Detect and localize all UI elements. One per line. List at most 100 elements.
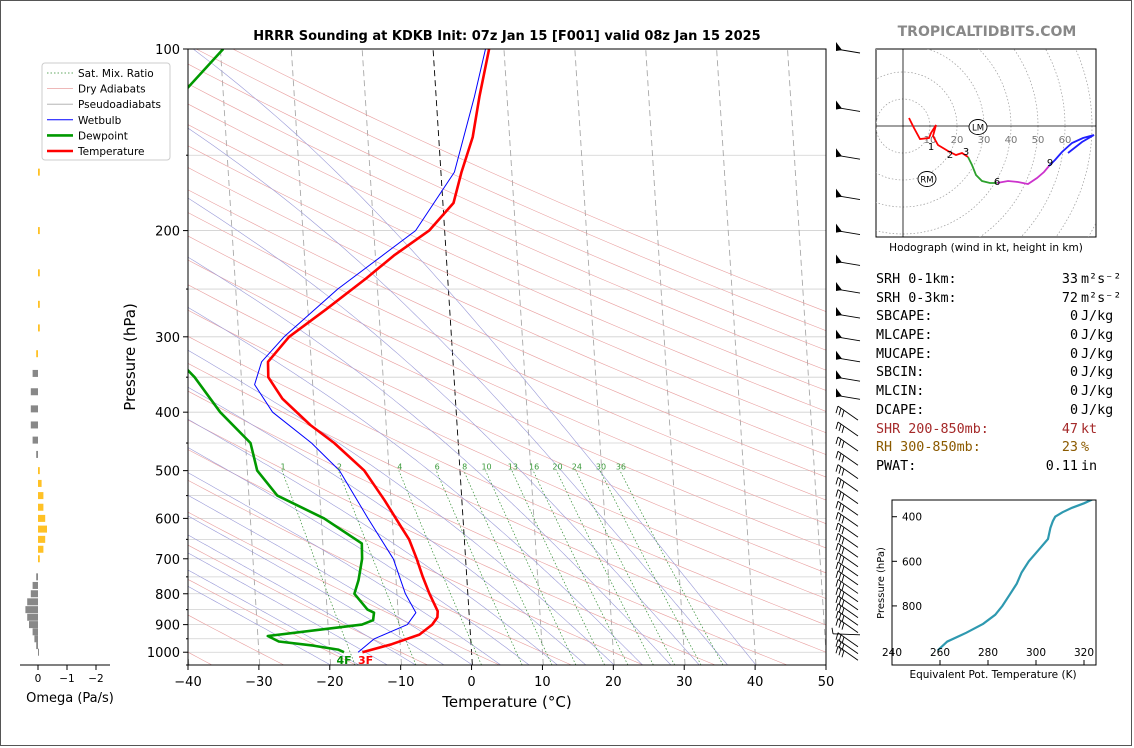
- omega-plot: 0 −1 −2 Omega (Pa/s): [20, 168, 114, 706]
- mixing-ratio-line: [511, 470, 605, 665]
- omega-tick-label: −1: [59, 673, 74, 685]
- index-row: RH 300-850mb: 23%: [876, 439, 1116, 458]
- sounding-indices: SRH 0-1km: 33 m²s⁻² SRH 0-3km: 72 m²s⁻² SBCAPE…: [876, 271, 1121, 477]
- omega-tick-label: 0: [35, 673, 42, 685]
- omega-bar: [38, 300, 40, 308]
- index-label: SBCIN:: [876, 365, 925, 381]
- mixing-ratio-line: [485, 470, 577, 665]
- index-row: PWAT: 0.11 in: [876, 458, 1116, 477]
- dry-adiabat-line: [188, 124, 826, 412]
- storm-motion-marker: [917, 171, 937, 187]
- mixing-ratio-label: 20: [552, 463, 562, 472]
- wind-barb: [835, 370, 861, 382]
- hodograph-ring-label: 10: [924, 135, 937, 146]
- omega-bar: [38, 324, 40, 332]
- omega-bar: [34, 635, 38, 643]
- isotherm-line: [574, 49, 615, 665]
- moist-adiabat-line: [188, 494, 473, 665]
- index-label: PWAT:: [876, 458, 917, 474]
- mixing-ratio-line: [435, 470, 523, 665]
- moist-adiabat-line: [188, 472, 501, 665]
- y-tick-label: 100: [155, 43, 180, 58]
- dry-adiabat-line: [188, 145, 826, 434]
- wind-barb: [835, 618, 859, 633]
- isotherm-line: [716, 49, 757, 665]
- theta-e-profile: [936, 500, 1094, 652]
- mixing-ratio-line: [281, 470, 356, 665]
- wind-barb: [835, 307, 861, 319]
- dry-adiabat-line: [188, 419, 716, 665]
- wind-barb: [835, 603, 859, 619]
- mixing-ratio-line: [532, 470, 629, 665]
- index-row: SBCIN: 0 J/kg: [876, 364, 1116, 383]
- y-tick-label: 900: [155, 619, 180, 634]
- source-label: TROPICALTIDBITS.COM: [898, 24, 1077, 40]
- index-label: DCAPE:: [876, 402, 925, 418]
- moist-adiabat-line: [188, 585, 331, 665]
- chart-title: HRRR Sounding at KDKB Init: 07z Jan 15 […: [253, 29, 760, 44]
- mixing-ratio-line: [556, 470, 654, 665]
- mixing-ratio-label: 10: [481, 463, 491, 472]
- wind-barb: [835, 561, 859, 577]
- mixing-ratio-line: [575, 470, 676, 665]
- index-value: 0: [1069, 384, 1078, 400]
- dry-adiabat-line: [188, 363, 826, 653]
- legend-box: [41, 62, 171, 161]
- x-tick-label: 30: [676, 675, 693, 690]
- omega-bar: [38, 503, 44, 511]
- dry-adiabat-line: [188, 259, 826, 549]
- theta-x-tick-label: 260: [930, 647, 950, 659]
- wind-barb: [835, 188, 861, 201]
- omega-bar: [30, 590, 38, 598]
- hodograph-trace: [967, 156, 997, 184]
- x-tick-label: 20: [605, 675, 622, 690]
- storm-motion-marker: [968, 119, 988, 135]
- omega-bar: [36, 350, 38, 358]
- index-row: SRH 0-1km: 33 m²s⁻²: [876, 271, 1121, 290]
- omega-bar: [30, 405, 38, 413]
- wind-barb: [835, 552, 859, 568]
- hodograph-caption: Hodograph (wind in kt, height in km): [889, 242, 1083, 254]
- omega-bar: [36, 450, 38, 458]
- omega-bar: [32, 628, 38, 636]
- moist-adiabat-line: [188, 197, 700, 665]
- wind-barb: [835, 522, 859, 538]
- index-value: 47: [1061, 421, 1078, 437]
- legend-label: Dewpoint: [78, 130, 128, 142]
- zero-isotherm-line: [432, 49, 473, 665]
- mixing-ratio-label: 8: [462, 463, 467, 472]
- index-unit: J/kg: [1081, 309, 1114, 325]
- dry-adiabat-line: [196, 49, 826, 331]
- wind-barb: [835, 645, 859, 661]
- index-label: MLCAPE:: [876, 328, 933, 344]
- omega-bar: [38, 492, 44, 500]
- moist-adiabat-line: [188, 569, 360, 665]
- skewt-frame: [187, 48, 827, 666]
- dry-adiabat-line: [188, 390, 788, 665]
- index-unit: kt: [1081, 421, 1098, 437]
- index-label: SRH 0-3km:: [876, 290, 957, 306]
- hodograph-ring-label: 20: [951, 135, 964, 146]
- x-tick-label: 10: [534, 675, 551, 690]
- moist-adiabat-line: [188, 447, 530, 665]
- x-tick-label: 0: [467, 675, 475, 690]
- dry-adiabat-line: [188, 189, 826, 478]
- legend-label: Wetbulb: [78, 115, 122, 127]
- mixing-ratio-label: 6: [435, 463, 440, 472]
- hodograph-height-label: 1: [928, 142, 934, 153]
- omega-bar: [29, 621, 38, 629]
- isotherm-line: [8, 49, 47, 665]
- index-unit: m²s⁻²: [1081, 272, 1122, 287]
- mixing-ratio-label: 36: [616, 463, 626, 472]
- wind-barb: [835, 350, 861, 363]
- x-tick-label: 40: [747, 675, 764, 690]
- theta-y-tick-label: 800: [902, 601, 922, 613]
- wind-barb: [835, 436, 859, 452]
- theta-e-x-label: Equivalent Pot. Temperature (K): [909, 669, 1076, 681]
- dry-adiabat-line: [188, 83, 826, 371]
- wetbulb-profile: [254, 49, 486, 653]
- y-tick-label: 500: [155, 465, 180, 480]
- skewt-profiles: [188, 49, 491, 654]
- index-row: MLCAPE: 0 J/kg: [876, 327, 1116, 346]
